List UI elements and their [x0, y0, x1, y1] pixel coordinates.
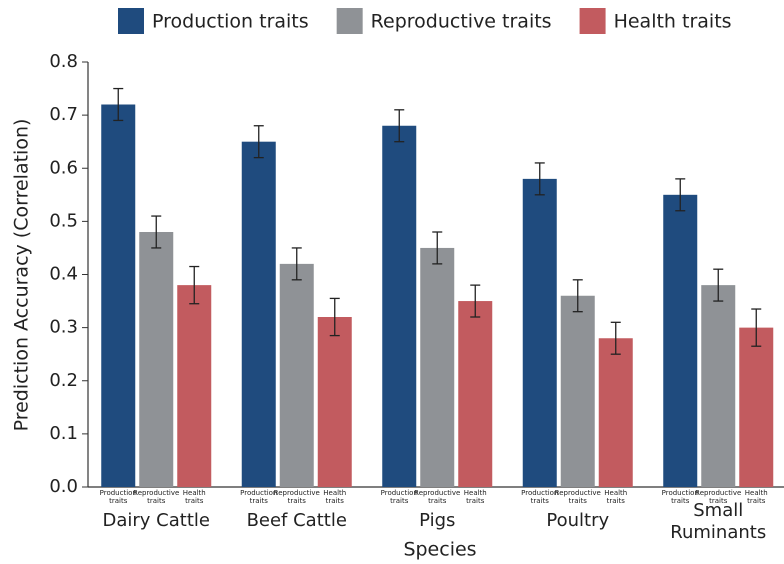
- bar: [663, 194, 698, 487]
- x-tick-label: Small Ruminants: [670, 500, 766, 543]
- bar: [598, 338, 633, 487]
- x-tick-label: Dairy Cattle: [103, 510, 210, 531]
- x-tick-label: Pigs: [419, 510, 455, 531]
- bar: [522, 178, 557, 487]
- y-tick-label: 0.5: [49, 210, 78, 231]
- bar: [420, 247, 455, 487]
- legend-swatch: [579, 8, 606, 34]
- bar-sub-label: Health traits: [604, 489, 627, 505]
- bar-sub-label: Health traits: [183, 489, 206, 505]
- bar-sub-label: Reproductive traits: [414, 489, 460, 505]
- bar-sub-label: Reproductive traits: [133, 489, 179, 505]
- bar-sub-label: Production traits: [521, 489, 558, 505]
- bar: [458, 301, 493, 487]
- bar: [279, 263, 314, 487]
- legend-swatch: [336, 8, 363, 34]
- bar: [560, 295, 595, 487]
- bar-sub-label: Health traits: [745, 489, 768, 505]
- bar: [382, 125, 417, 487]
- legend-swatch: [118, 8, 144, 34]
- bar-sub-label: Production traits: [100, 489, 137, 505]
- y-tick-label: 0.6: [49, 157, 78, 178]
- bar-sub-label: Production traits: [662, 489, 699, 505]
- bar: [101, 104, 136, 487]
- bar: [241, 141, 276, 487]
- y-tick-label: 0.4: [49, 264, 78, 285]
- legend-label: Reproductive traits: [371, 11, 552, 33]
- legend-label: Production traits: [152, 11, 309, 33]
- x-tick-label: Poultry: [546, 510, 609, 531]
- bar: [701, 285, 736, 487]
- y-tick-label: 0.1: [49, 423, 78, 444]
- bar-sub-label: Production traits: [381, 489, 418, 505]
- bar-sub-label: Reproductive traits: [695, 489, 741, 505]
- bar-sub-label: Reproductive traits: [274, 489, 320, 505]
- bar-sub-label: Health traits: [323, 489, 346, 505]
- bar: [317, 317, 352, 487]
- y-tick-label: 0.0: [49, 476, 78, 497]
- bar: [139, 232, 174, 487]
- x-axis-label: Species: [403, 539, 476, 561]
- bar-sub-label: Health traits: [464, 489, 487, 505]
- bar-sub-label: Production traits: [240, 489, 277, 505]
- legend-label: Health traits: [614, 11, 732, 33]
- bar: [739, 327, 774, 487]
- y-tick-label: 0.7: [49, 104, 78, 125]
- y-axis-label: Prediction Accuracy (Correlation): [11, 119, 33, 432]
- y-tick-label: 0.8: [49, 51, 78, 72]
- y-tick-label: 0.3: [49, 317, 78, 338]
- x-tick-label: Beef Cattle: [247, 510, 347, 531]
- bar: [177, 285, 212, 487]
- y-tick-label: 0.2: [49, 370, 78, 391]
- bar-sub-label: Reproductive traits: [555, 489, 601, 505]
